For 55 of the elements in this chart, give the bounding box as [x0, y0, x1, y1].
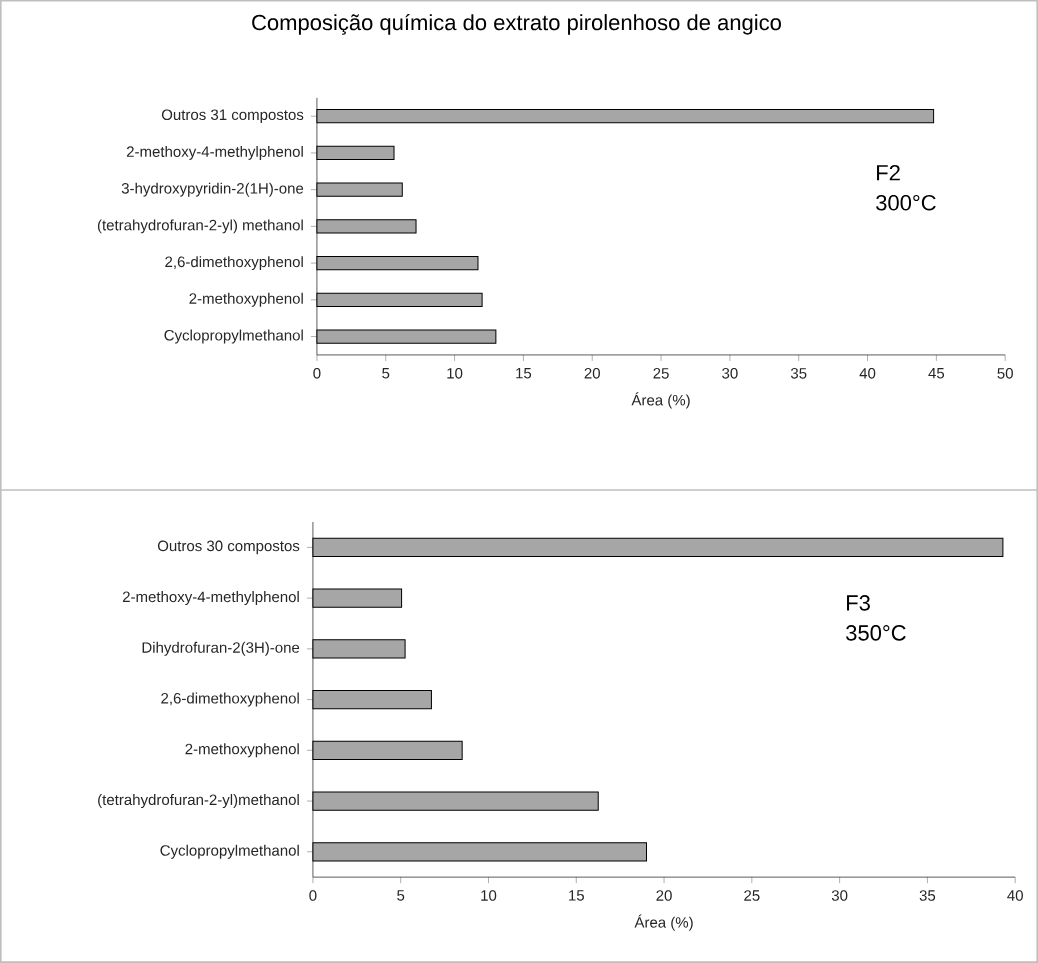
y-tick-label: Dihydrofuran-2(3H)-one — [142, 641, 300, 656]
y-tick-label: 3-hydroxypyridin-2(1H)-one — [121, 182, 304, 197]
bar — [312, 689, 432, 710]
bar — [312, 842, 647, 862]
bar — [316, 182, 403, 197]
x-tick-label: 10 — [447, 368, 463, 379]
y-tick-label: Cyclopropylmethanol — [160, 844, 299, 859]
x-tick-label: 20 — [584, 368, 600, 379]
annotation: F3 — [847, 595, 870, 611]
x-tick-label: 30 — [722, 368, 738, 379]
chart-title: Composição química do extrato pirolenhoso de angico — [252, 13, 781, 35]
y-tick-label: Outros 31 compostos — [161, 109, 304, 123]
y-tick-label: 2-methoxy-4-methylphenol — [122, 591, 299, 606]
y-tick-label: 2,6-dimethoxyphenol — [161, 692, 299, 707]
x-axis-title: Área (%) — [634, 914, 693, 931]
bar — [316, 329, 497, 344]
bar — [312, 740, 463, 760]
x-tick-label: 15 — [569, 890, 584, 901]
x-tick-label: 5 — [382, 368, 390, 379]
annotation: 300°C — [876, 194, 936, 211]
x-tick-label: 40 — [1007, 890, 1023, 901]
bar — [316, 145, 395, 161]
annotation: F2 — [877, 164, 900, 181]
x-tick-label: 40 — [859, 368, 876, 379]
y-tick-label: Cyclopropylmethanol — [164, 329, 303, 344]
bar — [316, 256, 479, 271]
y-tick-label: 2-methoxyphenol — [189, 292, 303, 307]
bar — [316, 109, 935, 124]
x-tick-label: 35 — [790, 368, 807, 379]
bar — [312, 588, 403, 608]
y-tick-label: 2-methoxy-4-methylphenol — [126, 145, 303, 160]
x-tick-label: 50 — [997, 368, 1013, 379]
bar — [312, 537, 1004, 558]
x-tick-label: 25 — [744, 890, 760, 901]
x-tick-label: 10 — [481, 890, 497, 901]
bar — [316, 219, 417, 234]
x-axis-title: Área (%) — [631, 392, 690, 409]
x-tick-label: 20 — [656, 890, 672, 901]
annotation: 350°C — [846, 625, 906, 641]
bar — [312, 639, 406, 659]
x-tick-label: 0 — [313, 368, 321, 379]
bar — [316, 292, 483, 307]
bar — [312, 791, 599, 811]
x-tick-label: 25 — [653, 368, 669, 379]
x-tick-label: 15 — [516, 368, 532, 379]
y-tick-label: (tetrahydrofuran-2-yl)methanol — [98, 794, 299, 809]
y-tick-label: (tetrahydrofuran-2-yl) methanol — [97, 219, 303, 234]
x-tick-label: 30 — [831, 890, 848, 901]
y-tick-label: 2,6-dimethoxyphenol — [165, 256, 303, 271]
x-tick-label: 5 — [397, 890, 405, 901]
x-tick-label: 0 — [309, 890, 317, 901]
y-tick-label: 2-methoxyphenol — [185, 743, 299, 758]
x-tick-label: 35 — [919, 890, 936, 901]
x-tick-label: 45 — [928, 368, 945, 379]
y-tick-label: Outros 30 compostos — [157, 540, 300, 555]
